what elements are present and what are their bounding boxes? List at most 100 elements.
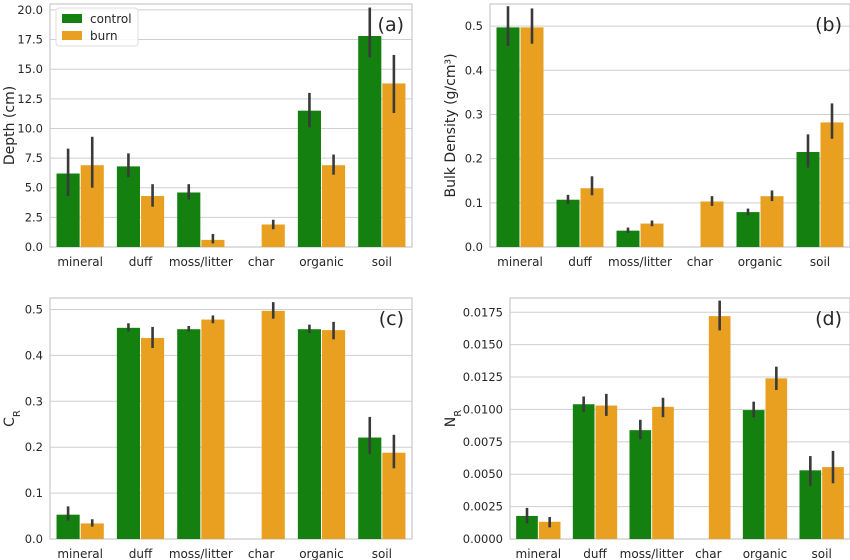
y-axis-label: CR	[2, 410, 23, 427]
y-axis-label: Bulk Density (g/cm³)	[443, 53, 459, 197]
x-tick-label: mineral	[516, 547, 562, 560]
y-tick-label: 0.2	[465, 152, 483, 166]
y-tick-label: 0.0025	[463, 500, 503, 514]
y-tick-label: 10.0	[17, 121, 43, 135]
bar-control-organic	[736, 212, 760, 247]
bar-burn-duff	[141, 196, 165, 247]
x-tick-label: mineral	[497, 255, 543, 269]
y-tick-label: 0.1	[25, 486, 43, 500]
x-tick-label: duff	[583, 547, 607, 560]
axes-frame	[49, 297, 413, 540]
legend-label-burn: burn	[90, 29, 118, 43]
y-tick-label: 0.0150	[463, 338, 503, 352]
bar-burn-duff	[141, 337, 165, 539]
panel-label: (a)	[378, 14, 404, 36]
bar-burn-soil	[820, 122, 844, 247]
bar-burn-organic	[322, 165, 346, 247]
y-tick-label: 0.2	[25, 440, 43, 454]
bar-burn-moss-litter	[201, 319, 225, 539]
y-axis-label: NR	[443, 410, 464, 427]
y-tick-label: 20.0	[17, 3, 43, 17]
y-tick-label: 12.5	[17, 92, 43, 106]
y-tick-label: 7.5	[25, 151, 43, 165]
bar-burn-soil	[822, 467, 844, 539]
x-tick-label: mineral	[57, 547, 103, 560]
bar-control-duff	[116, 327, 140, 539]
bar-control-mineral	[496, 27, 520, 247]
y-tick-label: 0.1	[465, 196, 483, 210]
y-tick-label: 0.5	[465, 19, 483, 33]
x-tick-label: duff	[568, 255, 592, 269]
x-tick-label: char	[695, 547, 722, 560]
axes-frame	[489, 3, 850, 248]
chart-panel-2: 0.0 0.1 0.2 0.3 0.4 0.5 mineral duff moss/litter…	[443, 3, 850, 269]
bar-control-soil	[796, 152, 820, 247]
bar-burn-soil	[382, 452, 406, 539]
panel-label: (b)	[815, 14, 842, 36]
panel-label: (d)	[815, 308, 842, 330]
x-tick-label: soil	[812, 547, 832, 560]
x-tick-label: moss/litter	[169, 255, 233, 269]
y-tick-label: 0.0100	[463, 402, 503, 416]
legend-swatch-burn	[62, 31, 82, 40]
y-tick-label: 0.3	[25, 394, 43, 408]
bar-control-soil	[799, 470, 822, 539]
legend: control burn	[55, 7, 139, 47]
y-tick-label: 17.5	[17, 33, 43, 47]
bar-burn-organic	[760, 196, 784, 247]
x-tick-label: char	[248, 547, 275, 560]
axes-frame	[49, 3, 413, 248]
x-tick-label: soil	[372, 255, 392, 269]
bar-burn-mineral	[538, 521, 561, 539]
x-tick-label: soil	[810, 255, 830, 269]
bar-control-organic	[297, 110, 321, 248]
legend-swatch-control	[62, 14, 82, 23]
bar-burn-organic	[765, 378, 788, 539]
x-tick-label: organic	[743, 547, 788, 560]
x-tick-label: char	[687, 255, 714, 269]
bar-burn-char	[261, 224, 285, 247]
bar-control-mineral	[56, 514, 80, 539]
chart-panel-4: 0.0000 0.0025 0.0050 0.0075 0.0100 0.0125 0.01…	[443, 297, 850, 560]
chart-panel-3: 0.0 0.1 0.2 0.3 0.4 0.5 mineral duff moss/litter…	[2, 297, 413, 560]
bar-burn-char	[700, 201, 724, 247]
x-tick-label: organic	[738, 255, 783, 269]
y-tick-label: 5.0	[25, 181, 43, 195]
panel-label: (c)	[379, 308, 404, 330]
y-tick-label: 0.0075	[463, 435, 503, 449]
bar-burn-duff	[580, 188, 604, 247]
bar-burn-duff	[595, 405, 618, 539]
y-tick-label: 0.5	[25, 302, 43, 316]
y-tick-label: 0.0000	[463, 532, 503, 546]
bar-burn-mineral	[80, 523, 104, 539]
x-tick-label: duff	[129, 255, 153, 269]
y-tick-label: 0.0125	[463, 370, 503, 384]
x-tick-label: char	[248, 255, 275, 269]
bar-control-moss-litter	[177, 192, 201, 247]
y-tick-label: 0.3	[465, 107, 483, 121]
bar-control-soil	[358, 36, 382, 247]
bar-burn-char	[708, 316, 731, 539]
y-tick-label: 0.0	[25, 532, 43, 546]
bar-burn-mineral	[520, 27, 544, 247]
bar-burn-mineral	[80, 165, 104, 247]
x-tick-label: soil	[372, 547, 392, 560]
bar-control-moss-litter	[616, 230, 640, 247]
y-tick-label: 2.5	[25, 210, 43, 224]
bar-control-mineral	[56, 173, 80, 247]
bar-control-duff	[572, 404, 595, 539]
bar-control-moss-litter	[177, 329, 201, 539]
bar-control-duff	[556, 199, 580, 247]
y-tick-label: 0.0	[465, 240, 483, 254]
y-axis-label-subscript: R	[12, 410, 23, 417]
y-tick-label: 15.0	[17, 62, 43, 76]
y-axis-label: Depth (cm)	[2, 86, 18, 165]
y-axis-label-subscript: R	[453, 410, 464, 417]
bar-burn-organic	[322, 330, 346, 539]
y-tick-label: 0.4	[465, 63, 483, 77]
x-tick-label: mineral	[57, 255, 103, 269]
x-tick-label: organic	[299, 547, 344, 560]
bar-burn-soil	[382, 83, 406, 247]
x-tick-label: moss/litter	[608, 255, 672, 269]
y-tick-label: 0.0050	[463, 467, 503, 481]
